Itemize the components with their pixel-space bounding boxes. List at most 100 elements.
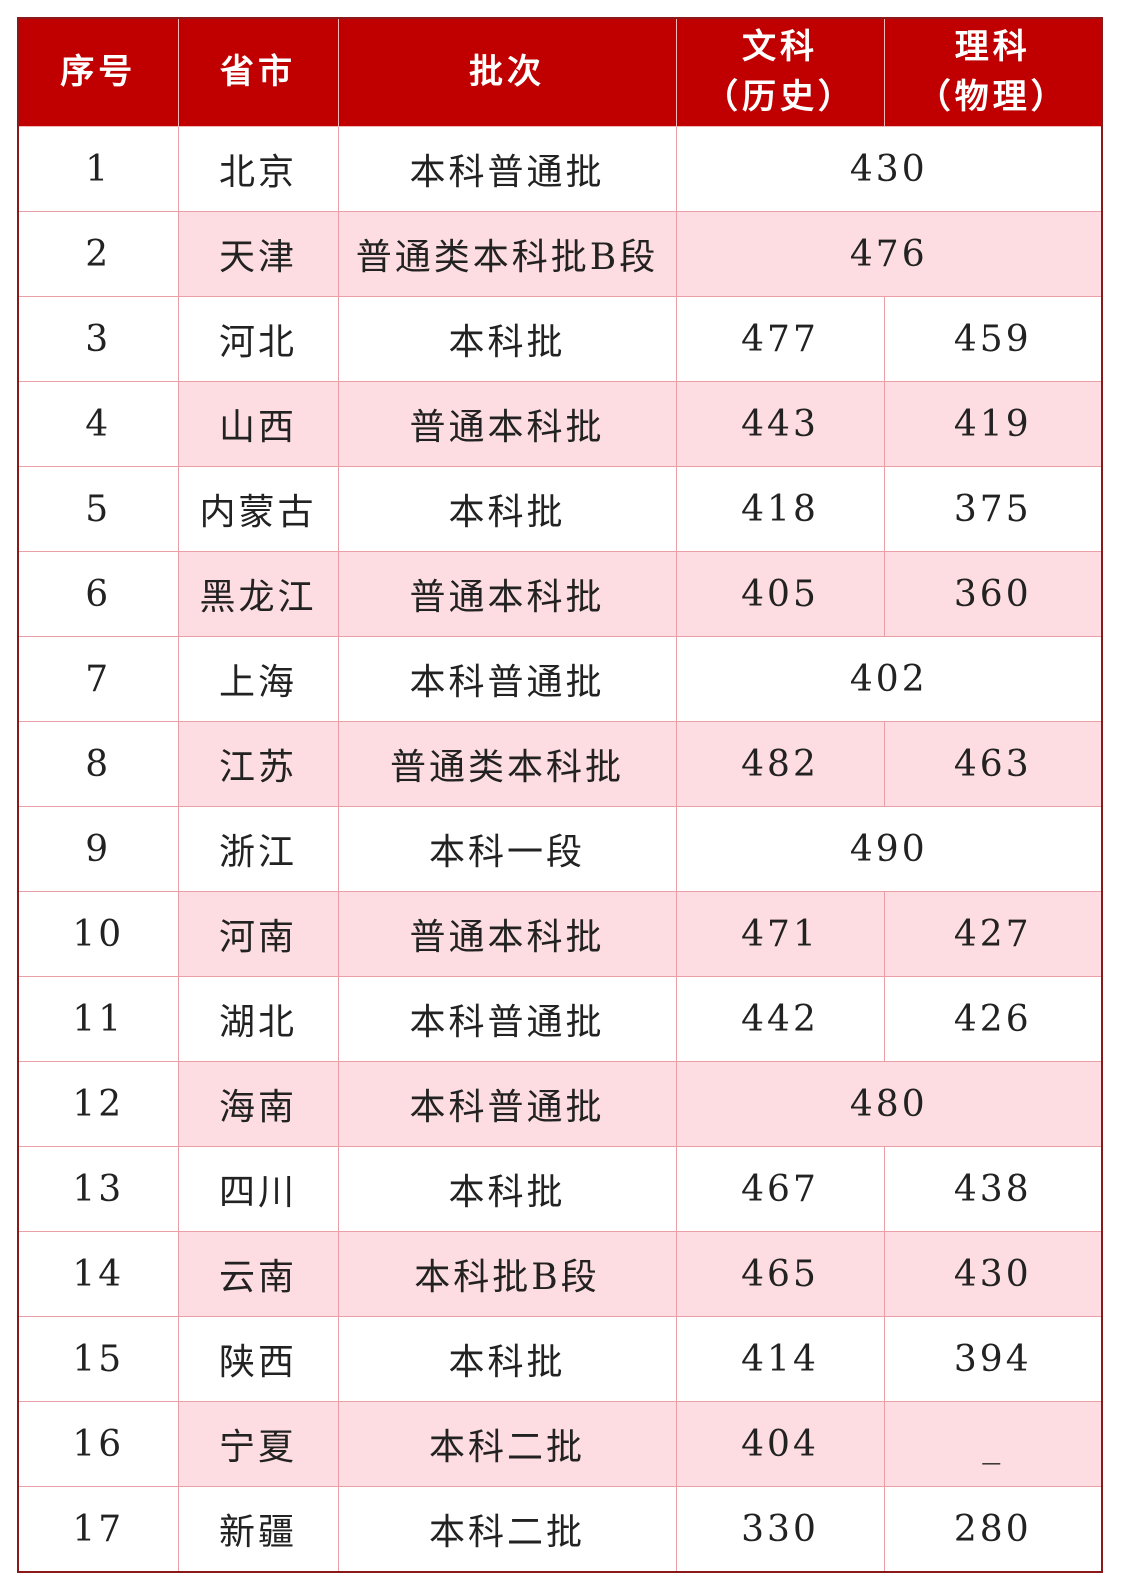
header-liberal-arts: 文科 （历史）	[675, 17, 885, 127]
index-cell: 4	[17, 381, 179, 467]
province-cell: 天津	[177, 211, 339, 297]
index-cell: 5	[17, 466, 179, 552]
combined-score-cell: 476	[675, 211, 1103, 297]
combined-score-cell: 480	[675, 1061, 1103, 1147]
province-cell: 河北	[177, 296, 339, 382]
table-row: 17 新疆 本科二批 330 280	[17, 1486, 1103, 1573]
score-table: 序号 省市 批次 文科 （历史） 理科 （物理） 1 北京 本科普通批 430 2 天津 普通类…	[17, 17, 1103, 1573]
batch-cell: 本科普通批	[337, 636, 677, 722]
science-score-cell: 375	[883, 466, 1103, 552]
index-cell: 2	[17, 211, 179, 297]
table-row: 3 河北 本科批 477 459	[17, 296, 1103, 382]
batch-cell: 本科普通批	[337, 126, 677, 212]
header-row: 序号 省市 批次 文科 （历史） 理科 （物理）	[17, 17, 1103, 127]
index-cell: 6	[17, 551, 179, 637]
batch-cell: 普通本科批	[337, 381, 677, 467]
science-score-cell: 438	[883, 1146, 1103, 1232]
science-score-cell: _	[883, 1401, 1103, 1487]
table-row: 4 山西 普通本科批 443 419	[17, 381, 1103, 467]
liberal-score-cell: 471	[675, 891, 885, 977]
header-province: 省市	[177, 17, 339, 127]
science-score-cell: 280	[883, 1486, 1103, 1573]
header-index: 序号	[17, 17, 179, 127]
table-row: 10 河南 普通本科批 471 427	[17, 891, 1103, 977]
liberal-score-cell: 442	[675, 976, 885, 1062]
table-row: 7 上海 本科普通批 402	[17, 636, 1103, 722]
table-row: 12 海南 本科普通批 480	[17, 1061, 1103, 1147]
combined-score-cell: 490	[675, 806, 1103, 892]
province-cell: 山西	[177, 381, 339, 467]
province-cell: 内蒙古	[177, 466, 339, 552]
header-liberal-arts-label: 文科	[742, 27, 818, 68]
table-row: 2 天津 普通类本科批B段 476	[17, 211, 1103, 297]
index-cell: 13	[17, 1146, 179, 1232]
liberal-score-cell: 477	[675, 296, 885, 382]
index-cell: 12	[17, 1061, 179, 1147]
header-science-label: 理科	[954, 27, 1031, 68]
index-cell: 7	[17, 636, 179, 722]
table-row: 16 宁夏 本科二批 404 _	[17, 1401, 1103, 1487]
liberal-score-cell: 405	[675, 551, 885, 637]
table-row: 8 江苏 普通类本科批 482 463	[17, 721, 1103, 807]
batch-cell: 本科批	[337, 296, 677, 382]
province-cell: 新疆	[177, 1486, 339, 1573]
liberal-score-cell: 414	[675, 1316, 885, 1402]
science-score-cell: 430	[883, 1231, 1103, 1317]
batch-cell: 普通本科批	[337, 891, 677, 977]
header-science: 理科 （物理）	[883, 17, 1103, 127]
header-batch: 批次	[337, 17, 677, 127]
index-cell: 15	[17, 1316, 179, 1402]
table-row: 9 浙江 本科一段 490	[17, 806, 1103, 892]
batch-cell: 本科批	[337, 1146, 677, 1232]
table-row: 14 云南 本科批B段 465 430	[17, 1231, 1103, 1317]
batch-cell: 普通本科批	[337, 551, 677, 637]
province-cell: 陕西	[177, 1316, 339, 1402]
batch-cell: 本科批	[337, 1316, 677, 1402]
province-cell: 海南	[177, 1061, 339, 1147]
table-row: 5 内蒙古 本科批 418 375	[17, 466, 1103, 552]
table-row: 6 黑龙江 普通本科批 405 360	[17, 551, 1103, 637]
province-cell: 河南	[177, 891, 339, 977]
table-row: 13 四川 本科批 467 438	[17, 1146, 1103, 1232]
index-cell: 16	[17, 1401, 179, 1487]
batch-cell: 普通类本科批	[337, 721, 677, 807]
science-score-cell: 459	[883, 296, 1103, 382]
province-cell: 北京	[177, 126, 339, 212]
liberal-score-cell: 330	[675, 1486, 885, 1573]
index-cell: 10	[17, 891, 179, 977]
science-score-cell: 419	[883, 381, 1103, 467]
province-cell: 宁夏	[177, 1401, 339, 1487]
province-cell: 江苏	[177, 721, 339, 807]
province-cell: 湖北	[177, 976, 339, 1062]
province-cell: 黑龙江	[177, 551, 339, 637]
science-score-cell: 463	[883, 721, 1103, 807]
batch-cell: 本科普通批	[337, 976, 677, 1062]
header-science-sub: （物理）	[916, 76, 1069, 117]
table-row: 1 北京 本科普通批 430	[17, 126, 1103, 212]
liberal-score-cell: 467	[675, 1146, 885, 1232]
liberal-score-cell: 443	[675, 381, 885, 467]
science-score-cell: 394	[883, 1316, 1103, 1402]
index-cell: 11	[17, 976, 179, 1062]
table-row: 15 陕西 本科批 414 394	[17, 1316, 1103, 1402]
index-cell: 8	[17, 721, 179, 807]
index-cell: 17	[17, 1486, 179, 1573]
liberal-score-cell: 418	[675, 466, 885, 552]
index-cell: 9	[17, 806, 179, 892]
liberal-score-cell: 482	[675, 721, 885, 807]
index-cell: 3	[17, 296, 179, 382]
province-cell: 上海	[177, 636, 339, 722]
index-cell: 14	[17, 1231, 179, 1317]
batch-cell: 本科批B段	[337, 1231, 677, 1317]
province-cell: 四川	[177, 1146, 339, 1232]
index-cell: 1	[17, 126, 179, 212]
province-cell: 云南	[177, 1231, 339, 1317]
science-score-cell: 426	[883, 976, 1103, 1062]
combined-score-cell: 430	[675, 126, 1103, 212]
science-score-cell: 427	[883, 891, 1103, 977]
province-cell: 浙江	[177, 806, 339, 892]
batch-cell: 本科二批	[337, 1401, 677, 1487]
batch-cell: 本科一段	[337, 806, 677, 892]
batch-cell: 普通类本科批B段	[337, 211, 677, 297]
liberal-score-cell: 404	[675, 1401, 885, 1487]
